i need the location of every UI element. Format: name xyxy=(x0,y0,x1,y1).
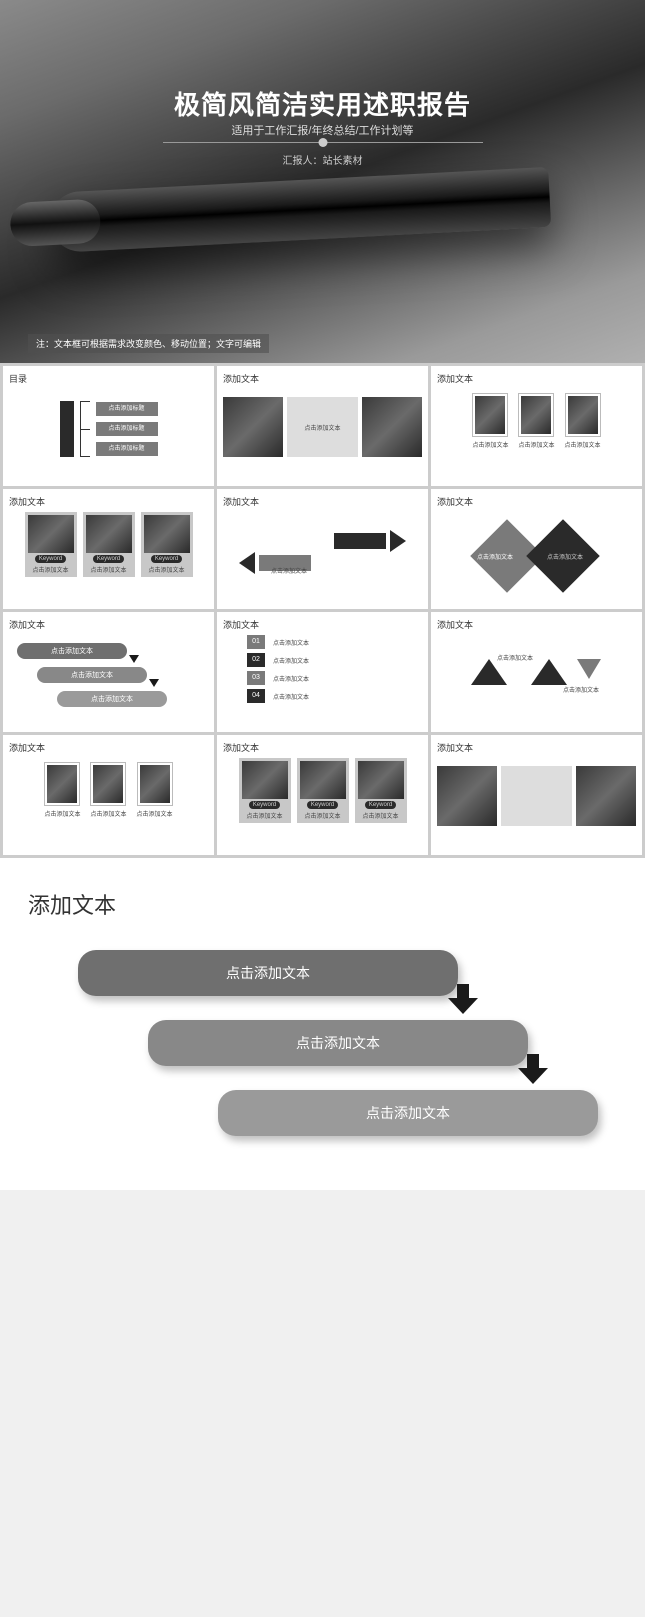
thumb-title: 添加文本 xyxy=(437,741,636,754)
step-diagram: 点击添加文本 点击添加文本 点击添加文本 xyxy=(28,950,617,1150)
hero-divider xyxy=(163,142,483,143)
thumb-slide[interactable]: 添加文本 01点击添加文本 02点击添加文本 03点击添加文本 04点击添加文本 xyxy=(217,612,428,732)
label: 点击添加文本 xyxy=(148,565,184,574)
thumb-slide[interactable]: 添加文本 点击添加文本 xyxy=(217,489,428,609)
hero-slide: 极简风简洁实用述职报告 适用于工作汇报/年终总结/工作计划等 汇报人：站长素材 … xyxy=(0,0,645,363)
thumbnail-grid: 目录 点击添加标题 点击添加标题 点击添加标题 添加文本 点击添加文本 xyxy=(0,363,645,858)
thumb-slide[interactable]: 添加文本 点击添加文本 点击添加文本 点击添加文本 xyxy=(431,366,642,486)
step-pill: 点击添加文本 xyxy=(37,667,147,683)
thumb-title: 添加文本 xyxy=(437,372,636,385)
label: 点击添加文本 xyxy=(304,423,340,432)
arrow-down-icon xyxy=(129,655,139,663)
keyword: Keyword xyxy=(151,555,182,563)
thumb-slide[interactable]: 添加文本 Keyword 点击添加文本 Keyword 点击添加文本 Keywo… xyxy=(3,489,214,609)
thumb-title: 添加文本 xyxy=(223,618,422,631)
toc-bracket xyxy=(80,401,90,457)
thumb-title: 添加文本 xyxy=(9,495,208,508)
thumb-title: 添加文本 xyxy=(437,495,636,508)
thumb-slide[interactable]: 添加文本 xyxy=(431,735,642,855)
thumb-title: 目录 xyxy=(9,372,208,385)
thumb-title: 添加文本 xyxy=(223,495,422,508)
card: Keyword 点击添加文本 xyxy=(141,512,193,577)
hero-note: 注：文本框可根据需求改变颜色、移动位置；文字可编辑 xyxy=(28,334,269,353)
thumb-toc[interactable]: 目录 点击添加标题 点击添加标题 点击添加标题 xyxy=(3,366,214,486)
list-item: 01点击添加文本 xyxy=(247,635,309,649)
step-pill: 点击添加文本 xyxy=(78,950,458,996)
label: 点击添加文本 xyxy=(90,565,126,574)
pen-image xyxy=(49,167,551,253)
toc-bar xyxy=(60,401,74,457)
thumb-title: 添加文本 xyxy=(9,741,208,754)
arrow-down-icon xyxy=(149,679,159,687)
thumb-slide[interactable]: 添加文本 点击添加文本 点击添加文本 点击添加文本 xyxy=(3,612,214,732)
card: 点击添加文本 xyxy=(44,762,80,818)
text-panel xyxy=(501,766,573,826)
list-item: 03点击添加文本 xyxy=(247,671,309,685)
keyword: Keyword xyxy=(93,555,124,563)
label: 点击添加文本 xyxy=(518,440,554,449)
toc-item: 点击添加标题 xyxy=(96,402,158,416)
focus-slide: 添加文本 点击添加文本 点击添加文本 点击添加文本 xyxy=(0,858,645,1190)
triangle-down-icon xyxy=(577,659,601,684)
hero-author: 汇报人：站长素材 xyxy=(0,152,645,167)
step-pill: 点击添加文本 xyxy=(57,691,167,707)
card: 点击添加文本 xyxy=(518,393,554,449)
list-item: 04点击添加文本 xyxy=(247,689,309,703)
thumb-slide[interactable]: 添加文本 点击添加文本 点击添加文本 点击添加文本 xyxy=(3,735,214,855)
card: Keyword点击添加文本 xyxy=(239,758,291,823)
image-placeholder xyxy=(437,766,497,826)
thumb-title: 添加文本 xyxy=(9,618,208,631)
thumb-slide[interactable]: 添加文本 点击添加文本 点击添加文本 xyxy=(431,489,642,609)
step-pill: 点击添加文本 xyxy=(218,1090,598,1136)
label: 点击添加文本 xyxy=(477,552,513,561)
thumb-slide[interactable]: 添加文本 点击添加文本 xyxy=(217,366,428,486)
hero-subtitle: 适用于工作汇报/年终总结/工作计划等 xyxy=(0,122,645,138)
toc-item: 点击添加标题 xyxy=(96,422,158,436)
image-placeholder xyxy=(576,766,636,826)
card: Keyword 点击添加文本 xyxy=(83,512,135,577)
label: 点击添加文本 xyxy=(547,552,583,561)
focus-title: 添加文本 xyxy=(28,888,617,920)
step-pill: 点击添加文本 xyxy=(17,643,127,659)
thumb-title: 添加文本 xyxy=(223,372,422,385)
image-placeholder xyxy=(223,397,283,457)
card: 点击添加文本 xyxy=(137,762,173,818)
step-pill: 点击添加文本 xyxy=(148,1020,528,1066)
triangle-up-icon xyxy=(531,659,567,690)
label: 点击添加文本 xyxy=(497,653,533,662)
text-panel: 点击添加文本 xyxy=(287,397,359,457)
toc-item: 点击添加标题 xyxy=(96,442,158,456)
hero-title: 极简风简洁实用述职报告 xyxy=(0,85,645,122)
arrow-down-icon xyxy=(448,984,478,1014)
arrow-down-icon xyxy=(518,1054,548,1084)
card: Keyword点击添加文本 xyxy=(297,758,349,823)
triangle-up-icon xyxy=(471,659,507,690)
label: 点击添加文本 xyxy=(565,440,601,449)
keyword: Keyword xyxy=(35,555,66,563)
card: 点击添加文本 xyxy=(565,393,601,449)
image-placeholder xyxy=(362,397,422,457)
arrow-right xyxy=(334,530,406,552)
label: 点击添加文本 xyxy=(271,566,307,575)
label: 点击添加文本 xyxy=(472,440,508,449)
thumb-title: 添加文本 xyxy=(223,741,422,754)
thumb-title: 添加文本 xyxy=(437,618,636,631)
thumb-slide[interactable]: 添加文本 点击添加文本 点击添加文本 xyxy=(431,612,642,732)
card: 点击添加文本 xyxy=(472,393,508,449)
thumb-slide[interactable]: 添加文本 Keyword点击添加文本 Keyword点击添加文本 Keyword… xyxy=(217,735,428,855)
card: Keyword 点击添加文本 xyxy=(25,512,77,577)
label: 点击添加文本 xyxy=(563,685,599,694)
card: Keyword点击添加文本 xyxy=(355,758,407,823)
label: 点击添加文本 xyxy=(32,565,68,574)
list-item: 02点击添加文本 xyxy=(247,653,309,667)
card: 点击添加文本 xyxy=(90,762,126,818)
